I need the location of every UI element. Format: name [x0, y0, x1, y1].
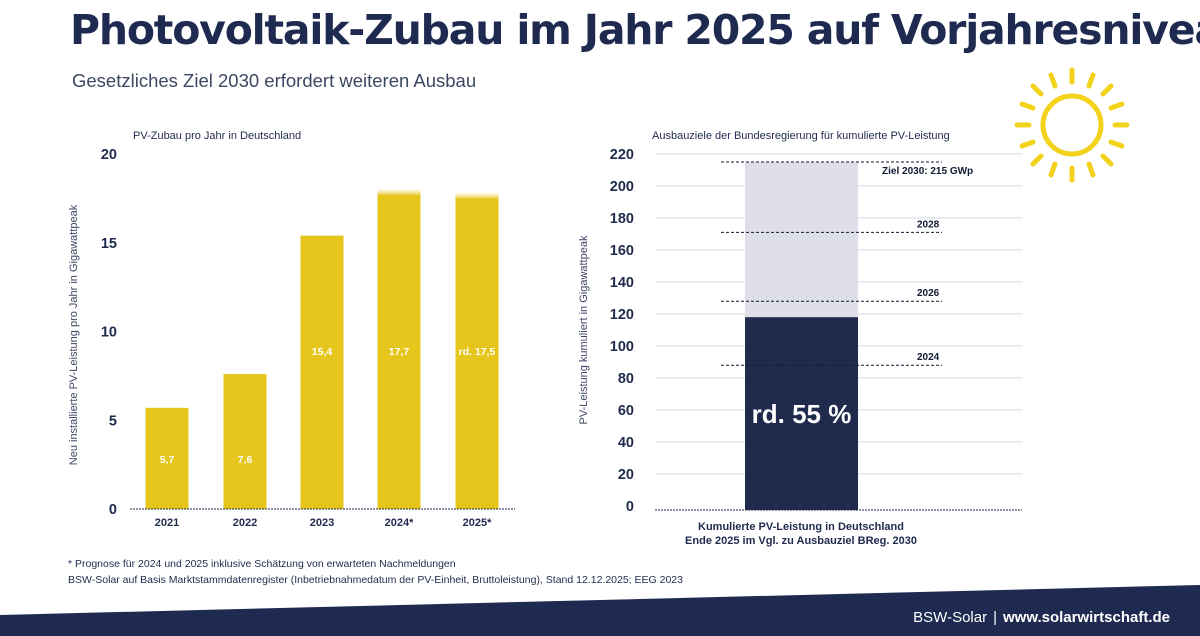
right-y-axis-label: PV-Leistung kumuliert in Gigawattpeak	[578, 235, 590, 424]
right-y-tick: 40	[618, 435, 634, 451]
left-y-axis-label: Neu installierte PV-Leistung pro Jahr in…	[68, 204, 80, 465]
left-y-tick: 20	[101, 147, 117, 163]
bar-value-label: 15,4	[312, 346, 333, 358]
x-tick-label: 2021	[155, 517, 179, 529]
right-y-tick: 220	[610, 147, 634, 163]
footnote-source: BSW-Solar auf Basis Marktstammdatenregis…	[68, 574, 683, 586]
target-label: 2026	[917, 288, 940, 299]
right-y-tick: 140	[610, 275, 634, 291]
left-y-tick: 15	[101, 236, 117, 252]
bar-2023	[300, 235, 344, 509]
right-y-tick: 200	[610, 179, 634, 195]
bar-value-label: 5,7	[160, 454, 175, 466]
x-tick-label: 2022	[233, 517, 257, 529]
right-x-label-line2: Ende 2025 im Vgl. zu Ausbauziel BReg. 20…	[685, 535, 917, 547]
right-y-tick: 80	[618, 371, 634, 387]
left-y-tick: 5	[109, 413, 117, 429]
cumulative-target-chart: Ausbauziele der Bundesregierung für kumu…	[578, 130, 1022, 547]
target-label: Ziel 2030: 215 GWp	[882, 166, 973, 177]
target-label: 2024	[917, 352, 940, 363]
right-chart-title: Ausbauziele der Bundesregierung für kumu…	[652, 130, 950, 142]
bar-2025*	[455, 198, 499, 509]
footer-brand: BSW-Solar	[913, 609, 988, 626]
right-y-tick: 160	[610, 243, 634, 259]
footer-separator: |	[993, 609, 997, 626]
right-y-tick: 180	[610, 211, 634, 227]
footnote-forecast: * Prognose für 2024 und 2025 inklusive S…	[68, 558, 456, 570]
target-label: 2028	[917, 219, 940, 230]
bar-estimate-fade-2025*	[455, 192, 499, 201]
page-subtitle: Gesetzliches Ziel 2030 erfordert weitere…	[72, 70, 477, 91]
x-tick-label: 2025*	[463, 517, 492, 529]
right-x-label-line1: Kumulierte PV-Leistung in Deutschland	[698, 521, 904, 533]
page-title: Photovoltaik-Zubau im Jahr 2025 auf Vorj…	[70, 6, 1200, 54]
bar-2022	[223, 374, 267, 509]
bar-value-label: rd. 17,5	[459, 346, 496, 358]
right-y-tick: 60	[618, 403, 634, 419]
right-y-tick: 120	[610, 307, 634, 323]
bar-value-label: 7,6	[238, 454, 253, 466]
footer-credit: BSW-Solar | www.solarwirtschaft.de	[913, 609, 1170, 626]
x-tick-label: 2023	[310, 517, 334, 529]
left-y-tick: 0	[109, 502, 117, 518]
x-tick-label: 2024*	[385, 517, 414, 529]
right-y-tick: 0	[626, 499, 634, 515]
left-y-tick: 10	[101, 325, 117, 341]
footer-band	[0, 585, 1200, 636]
bar-estimate-fade-2024*	[377, 188, 421, 197]
left-chart-title: PV-Zubau pro Jahr in Deutschland	[133, 130, 301, 142]
bar-value-label: 17,7	[389, 346, 410, 358]
share-label: rd. 55 %	[752, 399, 852, 429]
footer-url[interactable]: www.solarwirtschaft.de	[1003, 609, 1170, 626]
right-y-tick: 20	[618, 467, 634, 483]
annual-pv-chart: PV-Zubau pro Jahr in Deutschland Neu ins…	[68, 130, 515, 529]
bar-2021	[145, 407, 189, 509]
sun-icon	[1014, 67, 1130, 183]
bar-2024*	[377, 194, 421, 509]
right-y-tick: 100	[610, 339, 634, 355]
cumulative-bar	[745, 317, 858, 510]
